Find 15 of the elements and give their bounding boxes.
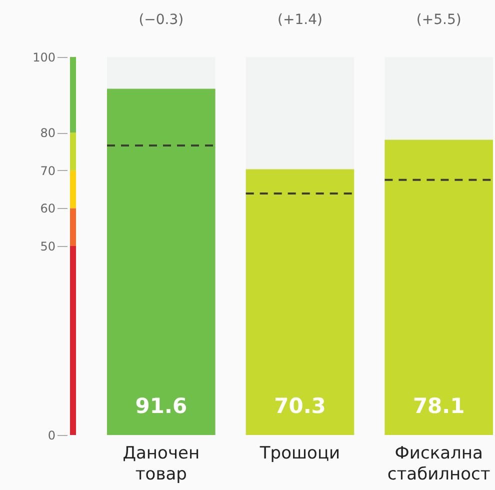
x-tick-label: Фискална стабилност [387,444,490,484]
text: (+5.5) [416,12,462,28]
text: (−0.3) [138,12,184,28]
y-tick-label: 60 [40,202,56,216]
data-label: 78.1 [412,394,465,418]
y-tick-label: 80 [40,126,56,140]
x-tick-label: Трошоци [258,444,340,464]
y-tick-label: 70 [40,164,56,178]
y-tick-label: 0 [48,428,56,442]
data-label: 70.3 [274,394,326,418]
x-tick-label: Даночен товар [122,444,200,484]
y-tick-label: 50 [40,240,56,254]
data-label: 91.6 [135,394,188,418]
text: (+1.4) [278,12,322,28]
y-tick-label: 100 [32,50,56,64]
